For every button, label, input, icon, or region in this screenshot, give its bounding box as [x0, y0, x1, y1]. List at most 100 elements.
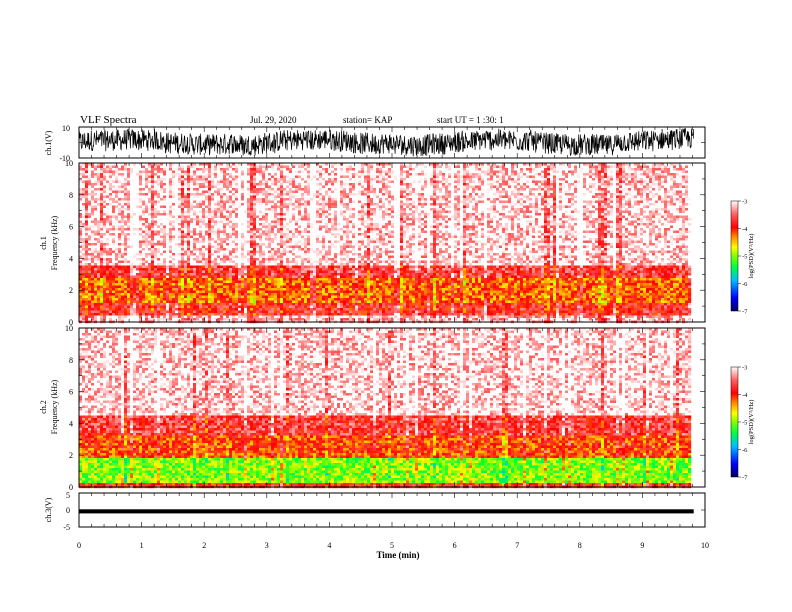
- ch1-spectrogram-cell: [88, 166, 91, 169]
- ch1-spectrogram-cell: [103, 251, 106, 254]
- ch1-spectrogram-cell: [157, 196, 160, 199]
- ch1-spectrogram-cell: [142, 186, 145, 189]
- ch1-spectrogram-cell: [166, 208, 169, 211]
- ch1-spectrogram-cell: [148, 306, 151, 309]
- ch1-spectrogram-cell: [154, 291, 157, 294]
- ch1-spectrogram-cell: [130, 186, 133, 189]
- ch1-spectrogram-cell: [163, 178, 166, 181]
- ch1-spectrogram-cell: [151, 181, 154, 184]
- ch1-spectrogram-cell: [100, 251, 103, 254]
- ch1-spectrogram-cell: [82, 201, 85, 204]
- ch1-spectrogram-cell: [82, 173, 85, 176]
- ch1-spectrogram-cell: [124, 288, 127, 291]
- ch1-spectrogram-cell: [136, 296, 139, 299]
- ch1-spectrogram-cell: [112, 318, 115, 321]
- ch1-spectrogram-cell: [88, 306, 91, 309]
- ch1-spectrogram-cell: [85, 288, 88, 291]
- ch1-spectrogram-cell: [154, 298, 157, 301]
- ch1-spectrogram-cell: [115, 298, 118, 301]
- ch1-spectrogram-cell: [106, 243, 109, 246]
- ch1-spectrogram-cell: [160, 201, 163, 204]
- ch1-spectrogram-cell: [97, 176, 100, 179]
- ch1-spectrogram-cell: [85, 263, 88, 266]
- ch1-spectrogram-cell: [94, 198, 97, 201]
- ch1-spectrogram-cell: [115, 201, 118, 204]
- ch1-spectrogram-cell: [163, 316, 166, 319]
- ch1-spectrogram-cell: [157, 311, 160, 314]
- ch1-spectrogram-cell: [154, 226, 157, 229]
- ch1-spectrogram-cell: [94, 293, 97, 296]
- ch1-spectrogram-cell: [133, 303, 136, 306]
- ch1-spectrogram-cell: [154, 193, 157, 196]
- ch1-spectrogram-cell: [97, 241, 100, 244]
- ch1-spectrogram-cell: [85, 271, 88, 274]
- ch1-spectrogram-cell: [103, 313, 106, 316]
- ch1-spectrogram-cell: [97, 233, 100, 236]
- ch1-spectrogram-cell: [91, 226, 94, 229]
- ch1-spectrogram-cell: [133, 233, 136, 236]
- ch1-spectrogram-cell: [121, 296, 124, 299]
- ch1-spectrogram-cell: [148, 243, 151, 246]
- ch1-spectrogram-cell: [142, 308, 145, 311]
- ch1-spectrogram-cell: [112, 171, 115, 174]
- ch1-spectrogram-cell: [154, 198, 157, 201]
- ch1-spectrogram-cell: [163, 201, 166, 204]
- ch1-spectrogram-cell: [88, 273, 91, 276]
- ch1-spectrogram-cell: [136, 278, 139, 281]
- ch1-spectrogram-cell: [127, 296, 130, 299]
- ch1-spectrogram-cell: [160, 181, 163, 184]
- ch1-spectrogram-cell: [154, 316, 157, 319]
- ch1-spectrogram-cell: [133, 211, 136, 214]
- ch1-spectrogram-cell: [169, 166, 172, 169]
- ch1-spectrogram-cell: [109, 226, 112, 229]
- ch1-spectrogram-cell: [127, 286, 130, 289]
- ch1-spectrogram-cell: [97, 266, 100, 269]
- ch1-spectrogram-cell: [130, 166, 133, 169]
- ch1-spectrogram-cell: [97, 231, 100, 234]
- ch1-spectrogram-cell: [133, 276, 136, 279]
- ch1-spectrogram-cell: [109, 281, 112, 284]
- ch1-spectrogram-cell: [145, 251, 148, 254]
- ch1-spectrogram-cell: [136, 248, 139, 251]
- ch1-spectrogram-cell: [142, 193, 145, 196]
- ch1-spectrogram-cell: [151, 283, 154, 286]
- ch1-spectrogram-cell: [166, 258, 169, 261]
- ch1-spectrogram-cell: [136, 251, 139, 254]
- ch1-spectrogram-cell: [88, 288, 91, 291]
- ch1-spectrogram-cell: [115, 316, 118, 319]
- ch1-spectrogram-cell: [130, 306, 133, 309]
- ch1-spectrogram-cell: [121, 236, 124, 239]
- ch1-spectrogram-cell: [100, 243, 103, 246]
- ch1-spectrogram-cell: [103, 291, 106, 294]
- ch1-spectrogram-cell: [127, 311, 130, 314]
- ch1-spectrogram-cell: [82, 278, 85, 281]
- ch1-spectrogram-cell: [154, 253, 157, 256]
- ch1-spectrogram-cell: [88, 291, 91, 294]
- ch1-spectrogram-cell: [160, 276, 163, 279]
- ch1-spectrogram-cell: [151, 203, 154, 206]
- ch1-spectrogram-cell: [166, 223, 169, 226]
- ch1-spectrogram-cell: [142, 226, 145, 229]
- ch1-spectrogram-cell: [115, 266, 118, 269]
- ch1-spectrogram-cell: [94, 251, 97, 254]
- ch1-spectrogram-cell: [100, 256, 103, 259]
- ch1-spectrogram-cell: [142, 281, 145, 284]
- ch1-spectrogram-cell: [145, 241, 148, 244]
- ch1-spectrogram-cell: [85, 261, 88, 264]
- ch1-spectrogram-cell: [88, 218, 91, 221]
- ch1-spectrogram-cell: [112, 316, 115, 319]
- ch1-spectrogram-cell: [145, 166, 148, 169]
- ch1-spectrogram-cell: [103, 216, 106, 219]
- ch1-spectrogram-cell: [94, 241, 97, 244]
- ch1-spectrogram-cell: [85, 306, 88, 309]
- ch1-spectrogram-cell: [145, 261, 148, 264]
- ch1-spectrogram-cell: [103, 263, 106, 266]
- ch1-spectrogram-cell: [103, 168, 106, 171]
- ch1-spectrogram-cell: [139, 278, 142, 281]
- ch1-spectrogram-cell: [115, 241, 118, 244]
- ch1-spectrogram-cell: [112, 176, 115, 179]
- ch1-spectrogram-cell: [136, 283, 139, 286]
- ch1-spectrogram-cell: [148, 226, 151, 229]
- ch1-spectrogram-cell: [133, 256, 136, 259]
- ch1-spectrogram-cell: [115, 221, 118, 224]
